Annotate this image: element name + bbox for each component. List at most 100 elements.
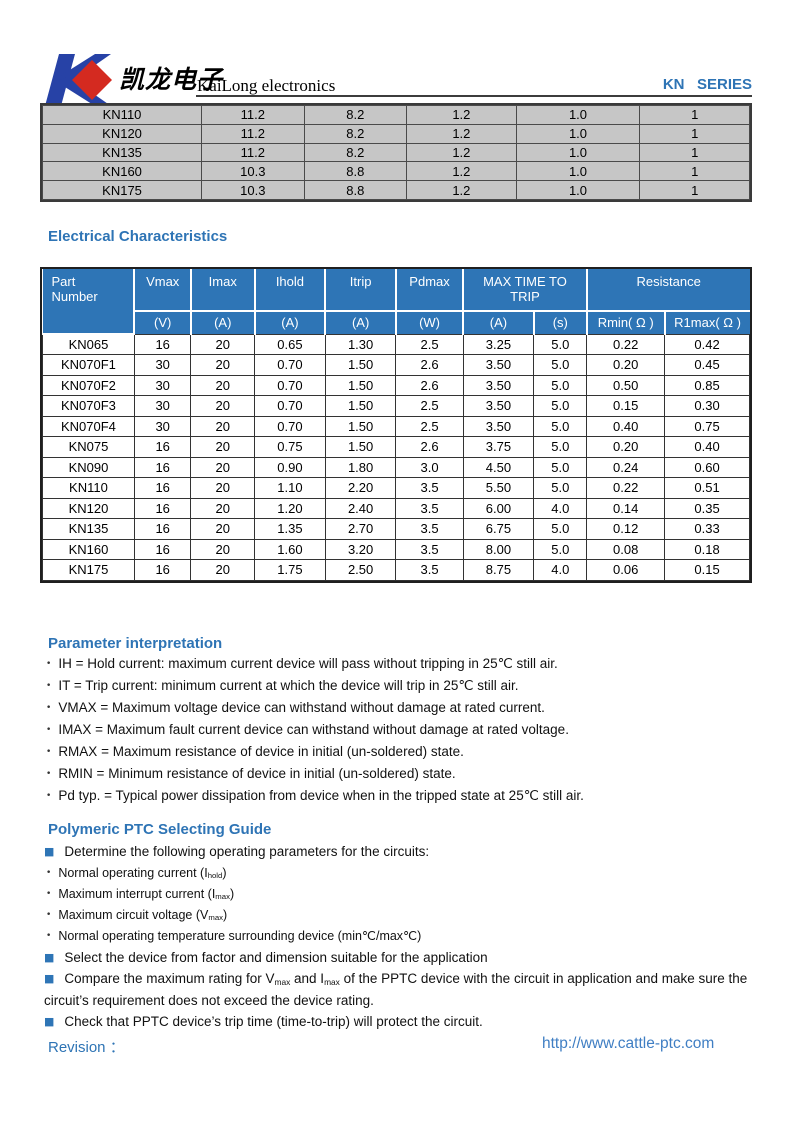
cell: 11.2 [201, 105, 305, 125]
unit-a2: (A) [253, 310, 327, 334]
table-row: KN110 16 20 1.10 2.20 3.5 5.50 5.0 0.22 0.51 [42, 477, 750, 499]
cell: 10.3 [201, 161, 305, 182]
series-title: KN SERIES [662, 76, 752, 93]
cell: 4.50 [462, 456, 535, 478]
cell: 0.30 [664, 395, 750, 417]
cell: 3.5 [395, 497, 464, 519]
cell: 20 [190, 477, 256, 499]
website-link[interactable]: http://www.cattle-ptc.com [542, 1035, 715, 1052]
cell: 16 [133, 518, 192, 540]
cell: 3.50 [462, 415, 535, 437]
cell: 16 [133, 497, 192, 519]
header-rule [196, 95, 752, 97]
col-header-resistance: Resistance [585, 269, 750, 312]
cell: 30 [133, 415, 192, 437]
table-row: KN175 16 20 1.75 2.50 3.5 8.75 4.0 0.06 0.15 [42, 559, 750, 581]
table-row: KN175 10.3 8.8 1.2 1.0 1 [41, 180, 750, 200]
cell: 1.50 [324, 374, 397, 396]
list-item: • Pd typ. = Typical power dissipation fro… [46, 788, 584, 803]
unit-a3: (A) [324, 310, 397, 334]
cell: 3.25 [462, 333, 535, 355]
cell: 1.2 [406, 180, 517, 200]
cell: 0.51 [664, 477, 750, 499]
cell: 0.70 [254, 354, 326, 376]
cell: 2.6 [395, 374, 464, 396]
cell: 30 [133, 395, 192, 417]
cell: 20 [190, 456, 256, 478]
cell: 0.35 [664, 497, 750, 519]
square-bullet-icon: ■ [44, 1015, 55, 1028]
cell: 0.06 [586, 559, 666, 581]
cell: 0.75 [664, 415, 750, 437]
section-title-parameter-interpretation: Parameter interpretation [48, 635, 223, 652]
cell: 0.15 [664, 559, 750, 581]
cell: 0.20 [586, 354, 666, 376]
cell: 8.00 [462, 538, 535, 560]
cell: 3.0 [395, 456, 464, 478]
cell: 2.20 [324, 477, 397, 499]
bullet-icon: • [46, 681, 52, 691]
cell: 20 [190, 415, 256, 437]
col-header-imax: Imax [189, 269, 256, 312]
cell: 1 [639, 105, 750, 125]
cell: 0.65 [254, 333, 326, 355]
list-item: • Maximum interrupt current (Imax) [46, 886, 235, 902]
cell: 1.0 [515, 105, 641, 125]
bullet-icon: • [46, 867, 52, 878]
cell: 0.40 [586, 415, 666, 437]
table-row: KN070F3 30 20 0.70 1.50 2.5 3.50 5.0 0.15 0.30 [42, 395, 750, 417]
cell: 1.2 [406, 105, 517, 125]
cell: 20 [190, 518, 256, 540]
cell: 20 [190, 374, 256, 396]
cell: 3.50 [462, 354, 535, 376]
part-number-cell: KN175 [41, 180, 203, 200]
cell: 1.0 [515, 161, 641, 182]
cell: 6.00 [462, 497, 535, 519]
cell: 2.5 [395, 415, 464, 437]
table-row: KN135 16 20 1.35 2.70 3.5 6.75 5.0 0.12 0.33 [42, 518, 750, 540]
list-item: • RMAX = Maximum resistance of device in … [46, 744, 464, 759]
col-header-pdmax: Pdmax [394, 269, 465, 312]
part-number-cell: KN160 [42, 538, 135, 560]
cell: 3.5 [395, 538, 464, 560]
cell: 0.90 [254, 456, 326, 478]
part-number-cell: KN110 [41, 105, 203, 125]
part-number-cell: KN120 [41, 123, 203, 144]
part-number-cell: KN135 [41, 142, 203, 163]
cell: 8.8 [303, 161, 408, 182]
cell: 11.2 [201, 142, 305, 163]
cell: 8.8 [303, 180, 408, 200]
table-row: KN070F1 30 20 0.70 1.50 2.6 3.50 5.0 0.20 0.45 [42, 354, 750, 376]
cell: 5.0 [533, 333, 588, 355]
bullet-icon: • [46, 725, 52, 735]
cell: 0.42 [664, 333, 750, 355]
cell: 0.50 [586, 374, 666, 396]
table-row: KN120 11.2 8.2 1.2 1.0 1 [41, 123, 750, 144]
col-header-vmax: Vmax [133, 269, 192, 312]
cell: 11.2 [201, 123, 305, 144]
revision-label: Revision ： [48, 1039, 125, 1056]
cell: 1 [639, 123, 750, 144]
cell: 16 [133, 559, 192, 581]
cell: 2.5 [395, 395, 464, 417]
cell: 20 [190, 395, 256, 417]
table-row: KN135 11.2 8.2 1.2 1.0 1 [41, 142, 750, 163]
part-number-cell: KN175 [42, 559, 135, 581]
cell: 5.50 [462, 477, 535, 499]
cell: 2.6 [395, 354, 464, 376]
selecting-guide-list: ■ Determine the following operating param… [44, 841, 752, 1033]
cell: 1.50 [324, 354, 397, 376]
list-item: • VMAX = Maximum voltage device can withs… [46, 700, 545, 715]
cell: 0.70 [254, 374, 326, 396]
cell: 1.2 [406, 161, 517, 182]
cell: 3.5 [395, 518, 464, 540]
company-name-english: KaiLong electronics [197, 76, 336, 95]
part-number-cell: KN070F2 [42, 374, 135, 396]
cell: 2.40 [324, 497, 397, 519]
cell: 2.50 [324, 559, 397, 581]
cell: 5.0 [533, 436, 588, 458]
square-bullet-icon: ■ [44, 972, 55, 985]
cell: 1.75 [254, 559, 326, 581]
cell: 1.2 [406, 142, 517, 163]
